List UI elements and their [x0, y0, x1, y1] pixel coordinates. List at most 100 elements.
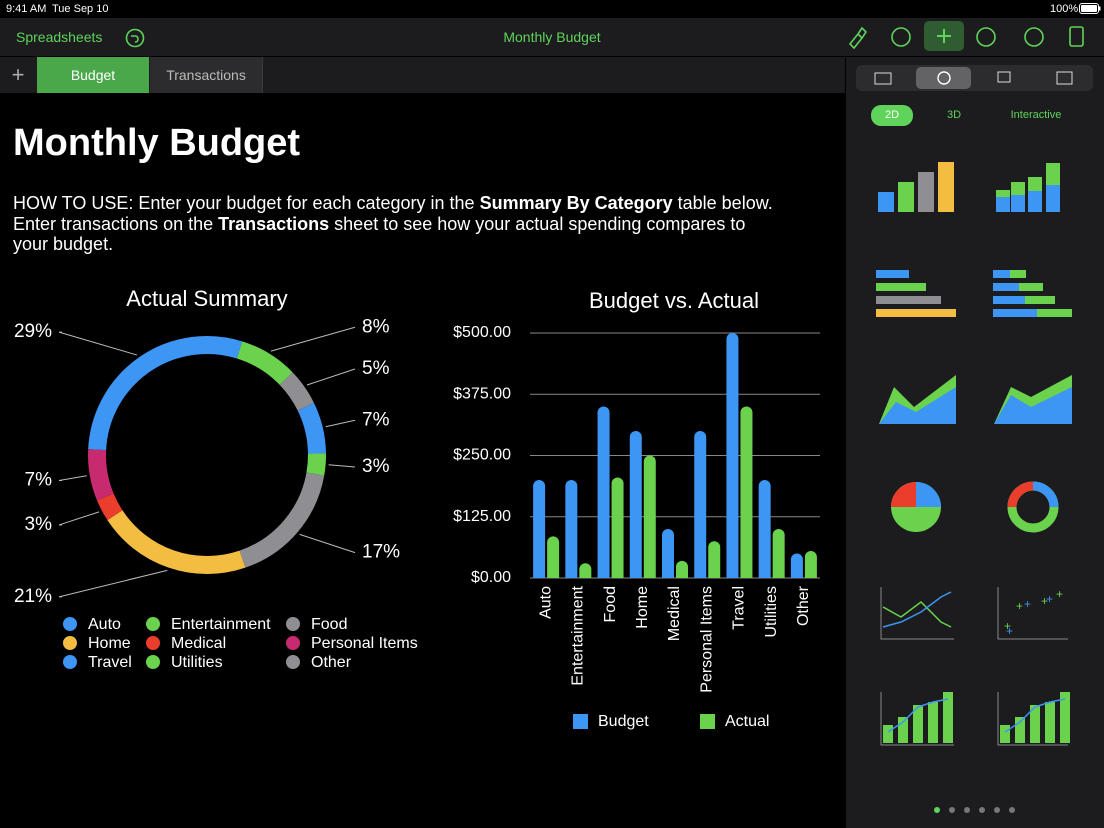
legend-label: Entertainment [171, 616, 271, 633]
more-button[interactable] [1024, 27, 1044, 47]
legend-label: Medical [171, 635, 226, 652]
status-bar: 9:41 AM Tue Sep 10 100% [0, 0, 1104, 18]
svg-text:+: + [1056, 587, 1063, 601]
option-button[interactable] [871, 105, 913, 126]
option-label[interactable]: 3D [946, 109, 962, 121]
chart-title: Actual Summary [126, 286, 287, 311]
bar [662, 529, 674, 578]
instructions: HOW TO USE: Enter your budget for each c… [13, 193, 783, 255]
bar [708, 541, 721, 578]
y-tick-label: $125.00 [453, 508, 511, 525]
option-label[interactable]: 2D [884, 109, 900, 121]
tab[interactable]: Transactions [150, 57, 263, 93]
undo-button[interactable] [124, 27, 146, 49]
format-button[interactable] [848, 26, 868, 50]
y-tick-label: $250.00 [453, 447, 511, 464]
x-tick-label: Travel [731, 586, 748, 630]
legend-label: Actual [725, 713, 769, 730]
donut-segment [107, 510, 246, 574]
bar [694, 431, 707, 578]
bar [758, 480, 771, 578]
legend-label: Utilities [171, 654, 223, 671]
media-tab[interactable] [1056, 71, 1073, 85]
text: table below. Enter transactions on the [13, 193, 773, 234]
legend-swatch [63, 617, 77, 631]
time: 9:41 AM [6, 3, 47, 15]
x-tick-label: Medical [666, 586, 683, 641]
data-label: 7% [25, 470, 53, 491]
toolbar: Spreadsheets Monthly Budget [0, 18, 1104, 56]
bar [772, 529, 785, 578]
shape-tab[interactable] [997, 71, 1011, 83]
legend-label: Travel [88, 654, 132, 671]
x-tick-label: Home [634, 586, 651, 629]
x-tick-label: Food [602, 586, 619, 622]
tab[interactable]: Budget [37, 57, 149, 93]
view-button[interactable] [1069, 26, 1084, 47]
legend-swatch [146, 655, 160, 669]
svg-text:+: + [1046, 592, 1053, 606]
svg-text:+: + [1006, 624, 1013, 638]
legend-swatch [63, 636, 77, 650]
chart-title: Budget vs. Actual [589, 288, 759, 313]
y-tick-label: $0.00 [471, 569, 511, 586]
legend-swatch [146, 636, 160, 650]
legend-swatch [63, 655, 77, 669]
chart-tab[interactable] [916, 67, 971, 89]
collaborate-button[interactable] [976, 27, 996, 47]
leader-line [58, 475, 87, 482]
legend-swatch [286, 617, 300, 631]
bar [676, 560, 688, 578]
legend-label: Home [88, 635, 131, 652]
toolbar-icons [848, 21, 1084, 51]
bar [740, 406, 753, 578]
data-label: 8% [362, 316, 390, 337]
leader-line [299, 533, 356, 554]
bold-text: Summary By Category [479, 193, 673, 213]
donut-segment [297, 402, 326, 454]
donut-segment [88, 449, 114, 501]
x-tick-label: Other [795, 585, 812, 626]
bar [643, 455, 656, 578]
table-tab[interactable] [874, 72, 892, 85]
leader-line [58, 331, 138, 356]
add-sheet-button[interactable]: + [11, 62, 25, 87]
data-label: 5% [362, 358, 390, 379]
bar [629, 431, 642, 578]
svg-text:+: + [1024, 597, 1031, 611]
legend-label: Budget [598, 713, 649, 730]
svg-text:+: + [1041, 594, 1048, 608]
leader-line [58, 511, 100, 526]
text: sheet to see how your actual spending co… [13, 213, 746, 255]
x-tick-label: Utilities [763, 586, 780, 638]
chart-style-panel: ++ + +++ + [856, 65, 1093, 813]
y-tick-label: $375.00 [453, 385, 511, 402]
sort-button[interactable] [891, 27, 911, 47]
legend-swatch [146, 617, 160, 631]
text: HOW TO USE: Enter your budget for each c… [13, 193, 480, 213]
legend-swatch [286, 655, 300, 669]
option-label[interactable]: Interactive [1010, 109, 1062, 121]
data-label: 7% [362, 409, 390, 430]
x-tick-label: Personal Items [698, 586, 715, 693]
legend-label: Auto [88, 616, 121, 633]
back-button[interactable]: Spreadsheets [16, 29, 103, 45]
sheet-title: Monthly Budget [13, 122, 301, 164]
y-tick-label: $500.00 [453, 324, 511, 341]
donut-segment [236, 341, 293, 386]
bold-text: Transactions [218, 213, 330, 234]
donut-segment [306, 453, 326, 476]
bar [726, 333, 739, 578]
x-tick-label: Entertainment [570, 585, 587, 685]
legend-swatch [286, 636, 300, 650]
data-label: 17% [362, 542, 400, 563]
data-label: 21% [14, 586, 52, 607]
leader-line [325, 419, 356, 428]
leader-line [328, 464, 356, 468]
bar [547, 536, 560, 578]
bar [611, 477, 624, 578]
donut-segment [88, 336, 243, 451]
svg-text:+: + [1016, 599, 1023, 613]
bar [597, 406, 610, 578]
